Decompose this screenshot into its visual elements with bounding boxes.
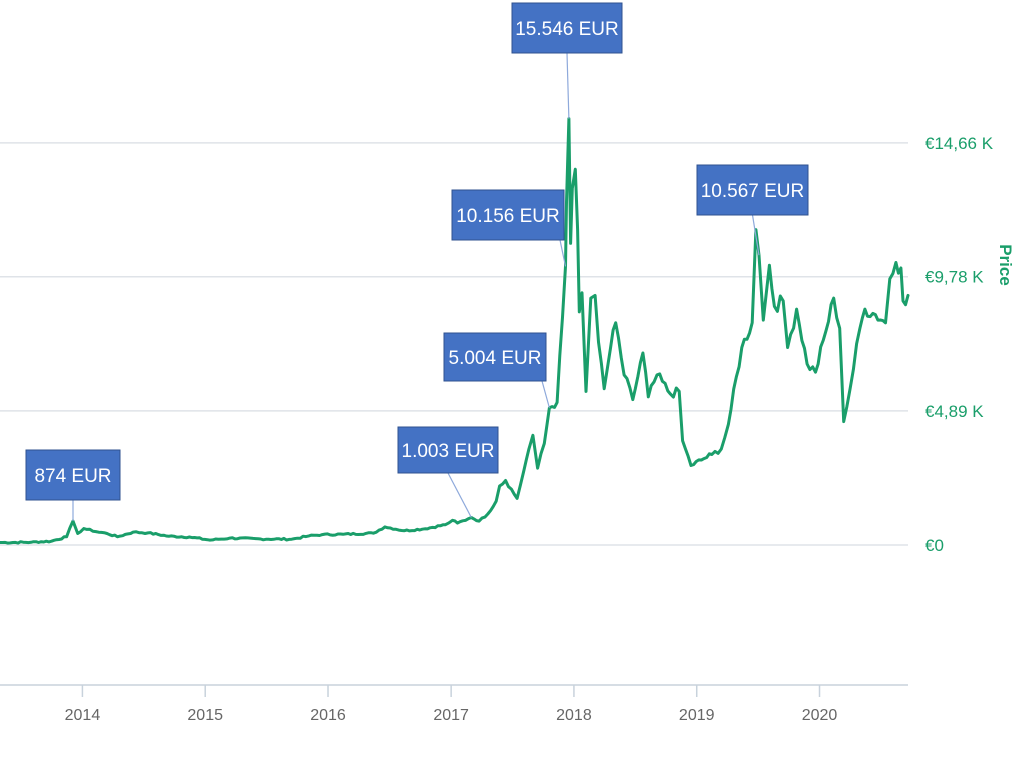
x-tick-label: 2017 [433, 707, 469, 724]
annotation-label: 1.003 EUR [402, 441, 495, 462]
annotation-leader [541, 380, 550, 408]
annotation-box [451, 189, 565, 241]
annotation-label: 5.004 EUR [449, 348, 542, 369]
x-tick-label: 2014 [65, 707, 101, 724]
x-tick-label: 2016 [310, 707, 346, 724]
y-tick-labels: €0 €4,89 K €9,78 K €14,66 K [925, 134, 994, 555]
annotation-label: 10.156 EUR [456, 206, 560, 227]
price-series-line [0, 117, 910, 545]
x-tick-label: 2018 [556, 707, 592, 724]
grid-lines [0, 142, 908, 546]
annotation-leader [447, 472, 472, 518]
annotation-label: 15.546 EUR [515, 19, 619, 40]
x-tick-label: 2019 [679, 707, 715, 724]
x-tick-labels: 2014 2015 2016 2017 2018 2019 2020 [65, 707, 838, 724]
x-axis [0, 684, 908, 697]
y-tick-label: €0 [925, 536, 944, 555]
y-axis-title: Price [996, 244, 1015, 286]
annotation-box [696, 164, 809, 216]
annotation-leader [751, 214, 760, 256]
annotation-label: 874 EUR [34, 466, 111, 487]
y-tick-label: €9,78 K [925, 268, 984, 287]
annotations: 874 EUR 1.003 EUR 5.004 EUR 10.156 EUR 15.54… [25, 2, 809, 522]
annotation-leader [566, 52, 570, 119]
annotation-box [511, 2, 623, 54]
annotation-box [397, 426, 499, 474]
x-tick-label: 2015 [187, 707, 223, 724]
series-group [0, 117, 910, 545]
y-tick-label: €14,66 K [925, 134, 994, 153]
annotation-leader [559, 239, 567, 267]
annotation-box [25, 449, 121, 501]
x-tick-label: 2020 [802, 707, 838, 724]
annotation-label: 10.567 EUR [701, 181, 805, 202]
annotation-box [443, 332, 547, 382]
y-tick-label: €4,89 K [925, 402, 984, 421]
